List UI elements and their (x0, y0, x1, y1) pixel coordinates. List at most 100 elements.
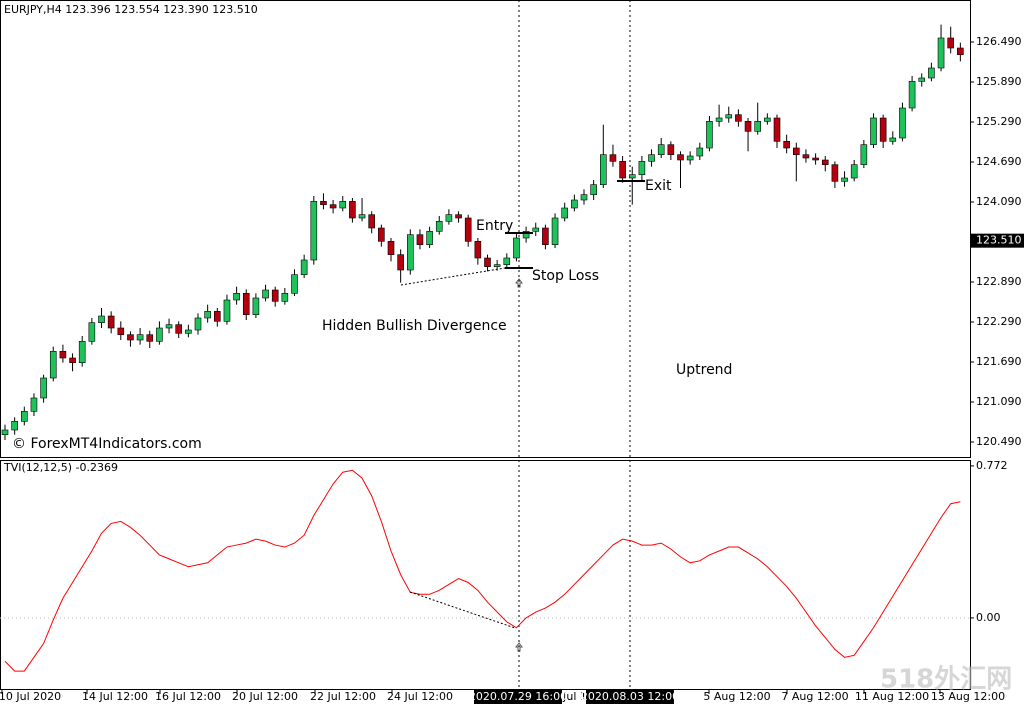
candle-body (657, 144, 665, 155)
candle-body (542, 227, 549, 245)
candle-body (223, 299, 231, 322)
cursor-time-box (586, 690, 674, 704)
y-tick-label: 122.290 (976, 315, 1022, 328)
candle-body (773, 117, 781, 142)
candle-body (406, 234, 414, 271)
candle-body (78, 341, 86, 363)
candle-body (474, 241, 482, 259)
candle-body (899, 107, 906, 139)
candle-body (49, 351, 57, 379)
candle-body (455, 214, 462, 219)
candle-body (513, 237, 520, 259)
candle-body (20, 411, 28, 422)
indicator-line (4, 469, 961, 672)
candle-body (937, 37, 945, 69)
candle-body (580, 194, 588, 201)
candle-body (281, 293, 289, 302)
candle-body (11, 421, 18, 431)
candle-body (387, 241, 395, 255)
candle-body (271, 289, 279, 302)
candle-body (503, 257, 511, 265)
divergence-line (409, 591, 516, 629)
candle-body (638, 161, 646, 175)
x-tick-label: 14 Jul 12:00 (82, 690, 148, 703)
candle-body (648, 154, 655, 162)
candle-body (860, 144, 868, 165)
candle-body (368, 214, 376, 229)
candle-body (397, 254, 404, 271)
candle-body (98, 315, 105, 323)
candle-body (242, 293, 250, 315)
candle-body (329, 204, 337, 209)
candle-body (262, 289, 269, 299)
annotation: Stop Loss (532, 268, 599, 284)
candle-body (445, 214, 453, 222)
candle-body (175, 324, 182, 334)
y-tick-label: 0.00 (976, 611, 1001, 624)
candle-body (117, 327, 125, 335)
candle-body (957, 47, 964, 55)
current-price-label: 123.510 (976, 234, 1022, 247)
y-tick-label: 121.090 (976, 395, 1022, 408)
x-tick-label: 5 Aug 12:00 (703, 690, 770, 703)
candle-body (1, 429, 9, 435)
candle-body (291, 274, 298, 294)
candle-body (484, 257, 491, 267)
candle-body (59, 351, 67, 359)
candle-body (764, 117, 771, 122)
arrow-icon (515, 642, 523, 652)
y-tick-label: 125.290 (976, 115, 1022, 128)
candle-body (850, 164, 858, 179)
candle-body (841, 177, 848, 182)
candle-body (522, 231, 530, 239)
candle-body (252, 297, 260, 315)
candle-body (127, 334, 134, 341)
candle-body (889, 137, 897, 142)
candle-body (744, 121, 752, 132)
candle-body (69, 357, 76, 363)
candle-body (831, 164, 839, 182)
candle-body (628, 174, 636, 179)
candle-body (320, 201, 327, 205)
candle-body (358, 214, 366, 219)
annotation: Hidden Bullish Divergence (322, 318, 507, 334)
candle-body (706, 121, 713, 149)
candle-body (609, 154, 617, 162)
candle-body (590, 184, 597, 195)
x-tick-label: 7 Aug 12:00 (781, 690, 848, 703)
candle-body (802, 154, 810, 159)
candle-body (310, 201, 318, 261)
x-tick-label: 16 Jul 12:00 (155, 690, 221, 703)
cursor-time-label: 2020.08.03 12:00 (581, 690, 679, 703)
candle-body (185, 329, 192, 334)
candle-body (416, 234, 424, 245)
candle-body (619, 161, 626, 179)
indicator-pane (0, 460, 971, 690)
candle-body (821, 159, 829, 165)
x-tick-label: 24 Jul 12:00 (387, 690, 453, 703)
x-tick-label: 20 Jul 12:00 (232, 690, 298, 703)
x-tick-label: 13 Aug 12:00 (931, 690, 1005, 703)
cursor-time-box (474, 690, 562, 704)
y-tick-label: 122.890 (976, 275, 1022, 288)
x-tick-label: 11 Aug 12:00 (855, 690, 929, 703)
candle-body (754, 121, 762, 132)
arrow-icon (515, 278, 523, 288)
y-tick-label: 0.772 (976, 459, 1008, 472)
candle-body (928, 67, 935, 79)
copyright: © ForexMT4Indicators.com (12, 436, 202, 452)
candle-body (88, 322, 96, 342)
candle-body (686, 155, 694, 161)
candle-body (300, 259, 308, 275)
indicator-title: TVI(12,12,5) -0.2369 (3, 461, 118, 474)
x-tick-label: Jul 1 (562, 690, 587, 703)
candle-body (599, 154, 607, 185)
y-tick-label: 120.490 (976, 435, 1022, 448)
candle-body (677, 154, 684, 161)
candle-body (532, 227, 540, 232)
candle-body (908, 81, 916, 109)
candle-body (918, 77, 926, 82)
candle-body (696, 147, 704, 157)
